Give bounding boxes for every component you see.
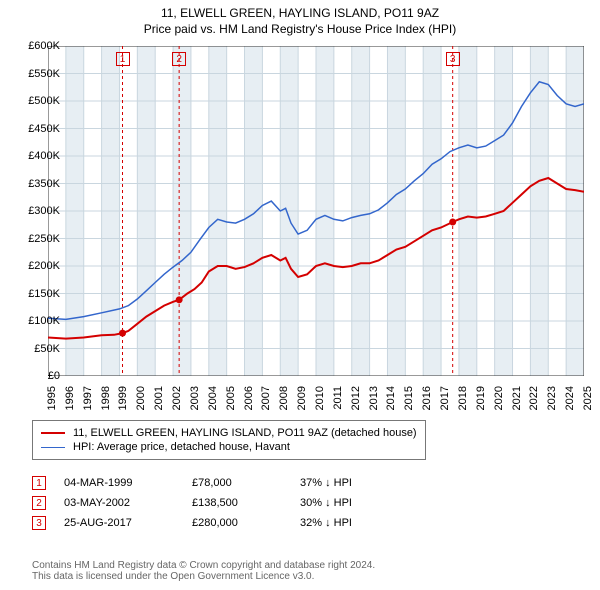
chart-area xyxy=(48,46,584,376)
x-tick-label: 2007 xyxy=(260,386,272,410)
x-tick-label: 2017 xyxy=(439,386,451,410)
x-tick-label: 2025 xyxy=(582,386,594,410)
event-date: 03-MAY-2002 xyxy=(64,497,174,509)
y-tick-label: £150K xyxy=(8,288,60,300)
x-tick-label: 2003 xyxy=(189,386,201,410)
y-tick-label: £400K xyxy=(8,150,60,162)
event-row-marker: 3 xyxy=(32,516,46,530)
title-line-1: 11, ELWELL GREEN, HAYLING ISLAND, PO11 9… xyxy=(0,6,600,20)
y-tick-label: £0 xyxy=(8,370,60,382)
event-row: 2 03-MAY-2002 £138,500 30% ↓ HPI xyxy=(32,496,390,510)
x-tick-label: 2008 xyxy=(278,386,290,410)
x-tick-label: 2020 xyxy=(493,386,505,410)
event-row-marker: 2 xyxy=(32,496,46,510)
event-date: 25-AUG-2017 xyxy=(64,517,174,529)
event-row: 3 25-AUG-2017 £280,000 32% ↓ HPI xyxy=(32,516,390,530)
legend-row: HPI: Average price, detached house, Hava… xyxy=(41,441,417,453)
y-tick-label: £350K xyxy=(8,178,60,190)
x-tick-label: 2002 xyxy=(171,386,183,410)
event-table: 1 04-MAR-1999 £78,000 37% ↓ HPI 2 03-MAY-2002… xyxy=(32,470,390,536)
y-tick-label: £500K xyxy=(8,95,60,107)
x-tick-label: 1997 xyxy=(82,386,94,410)
y-tick-label: £300K xyxy=(8,205,60,217)
x-tick-label: 2024 xyxy=(564,386,576,410)
y-tick-label: £600K xyxy=(8,40,60,52)
x-tick-label: 2021 xyxy=(511,386,523,410)
event-delta: 30% ↓ HPI xyxy=(300,497,390,509)
x-tick-label: 2014 xyxy=(385,386,397,410)
chart-svg xyxy=(48,46,584,376)
x-tick-label: 2023 xyxy=(546,386,558,410)
x-tick-label: 2015 xyxy=(403,386,415,410)
x-tick-label: 2016 xyxy=(421,386,433,410)
event-marker-box: 3 xyxy=(446,52,460,66)
x-tick-label: 2010 xyxy=(314,386,326,410)
y-tick-label: £200K xyxy=(8,260,60,272)
attribution-line-2: This data is licensed under the Open Gov… xyxy=(32,571,375,582)
event-price: £280,000 xyxy=(192,517,282,529)
titles: 11, ELWELL GREEN, HAYLING ISLAND, PO11 9… xyxy=(0,0,600,36)
y-tick-label: £50K xyxy=(8,343,60,355)
legend-label: 11, ELWELL GREEN, HAYLING ISLAND, PO11 9… xyxy=(73,427,417,439)
x-tick-label: 2001 xyxy=(153,386,165,410)
x-tick-label: 1996 xyxy=(64,386,76,410)
x-tick-label: 2018 xyxy=(457,386,469,410)
x-tick-label: 2000 xyxy=(135,386,147,410)
event-delta: 32% ↓ HPI xyxy=(300,517,390,529)
x-tick-label: 2009 xyxy=(296,386,308,410)
legend-swatch xyxy=(41,447,65,448)
title-line-2: Price paid vs. HM Land Registry's House … xyxy=(0,22,600,36)
x-tick-label: 1998 xyxy=(100,386,112,410)
event-row: 1 04-MAR-1999 £78,000 37% ↓ HPI xyxy=(32,476,390,490)
attribution: Contains HM Land Registry data © Crown c… xyxy=(32,560,375,582)
event-date: 04-MAR-1999 xyxy=(64,477,174,489)
x-tick-label: 2012 xyxy=(350,386,362,410)
x-tick-label: 2013 xyxy=(368,386,380,410)
legend-label: HPI: Average price, detached house, Hava… xyxy=(73,441,290,453)
figure: 11, ELWELL GREEN, HAYLING ISLAND, PO11 9… xyxy=(0,0,600,590)
x-tick-label: 2006 xyxy=(243,386,255,410)
event-price: £138,500 xyxy=(192,497,282,509)
legend-row: 11, ELWELL GREEN, HAYLING ISLAND, PO11 9… xyxy=(41,427,417,439)
x-tick-label: 1995 xyxy=(46,386,58,410)
event-price: £78,000 xyxy=(192,477,282,489)
legend-swatch xyxy=(41,432,65,434)
event-row-marker: 1 xyxy=(32,476,46,490)
x-tick-label: 2022 xyxy=(528,386,540,410)
y-tick-label: £550K xyxy=(8,68,60,80)
x-tick-label: 2011 xyxy=(332,386,344,410)
legend: 11, ELWELL GREEN, HAYLING ISLAND, PO11 9… xyxy=(32,420,426,460)
x-tick-label: 1999 xyxy=(117,386,129,410)
x-tick-label: 2019 xyxy=(475,386,487,410)
attribution-line-1: Contains HM Land Registry data © Crown c… xyxy=(32,560,375,571)
event-marker-box: 1 xyxy=(116,52,130,66)
x-tick-label: 2004 xyxy=(207,386,219,410)
y-tick-label: £450K xyxy=(8,123,60,135)
y-tick-label: £100K xyxy=(8,315,60,327)
event-marker-box: 2 xyxy=(172,52,186,66)
y-tick-label: £250K xyxy=(8,233,60,245)
x-tick-label: 2005 xyxy=(225,386,237,410)
event-delta: 37% ↓ HPI xyxy=(300,477,390,489)
